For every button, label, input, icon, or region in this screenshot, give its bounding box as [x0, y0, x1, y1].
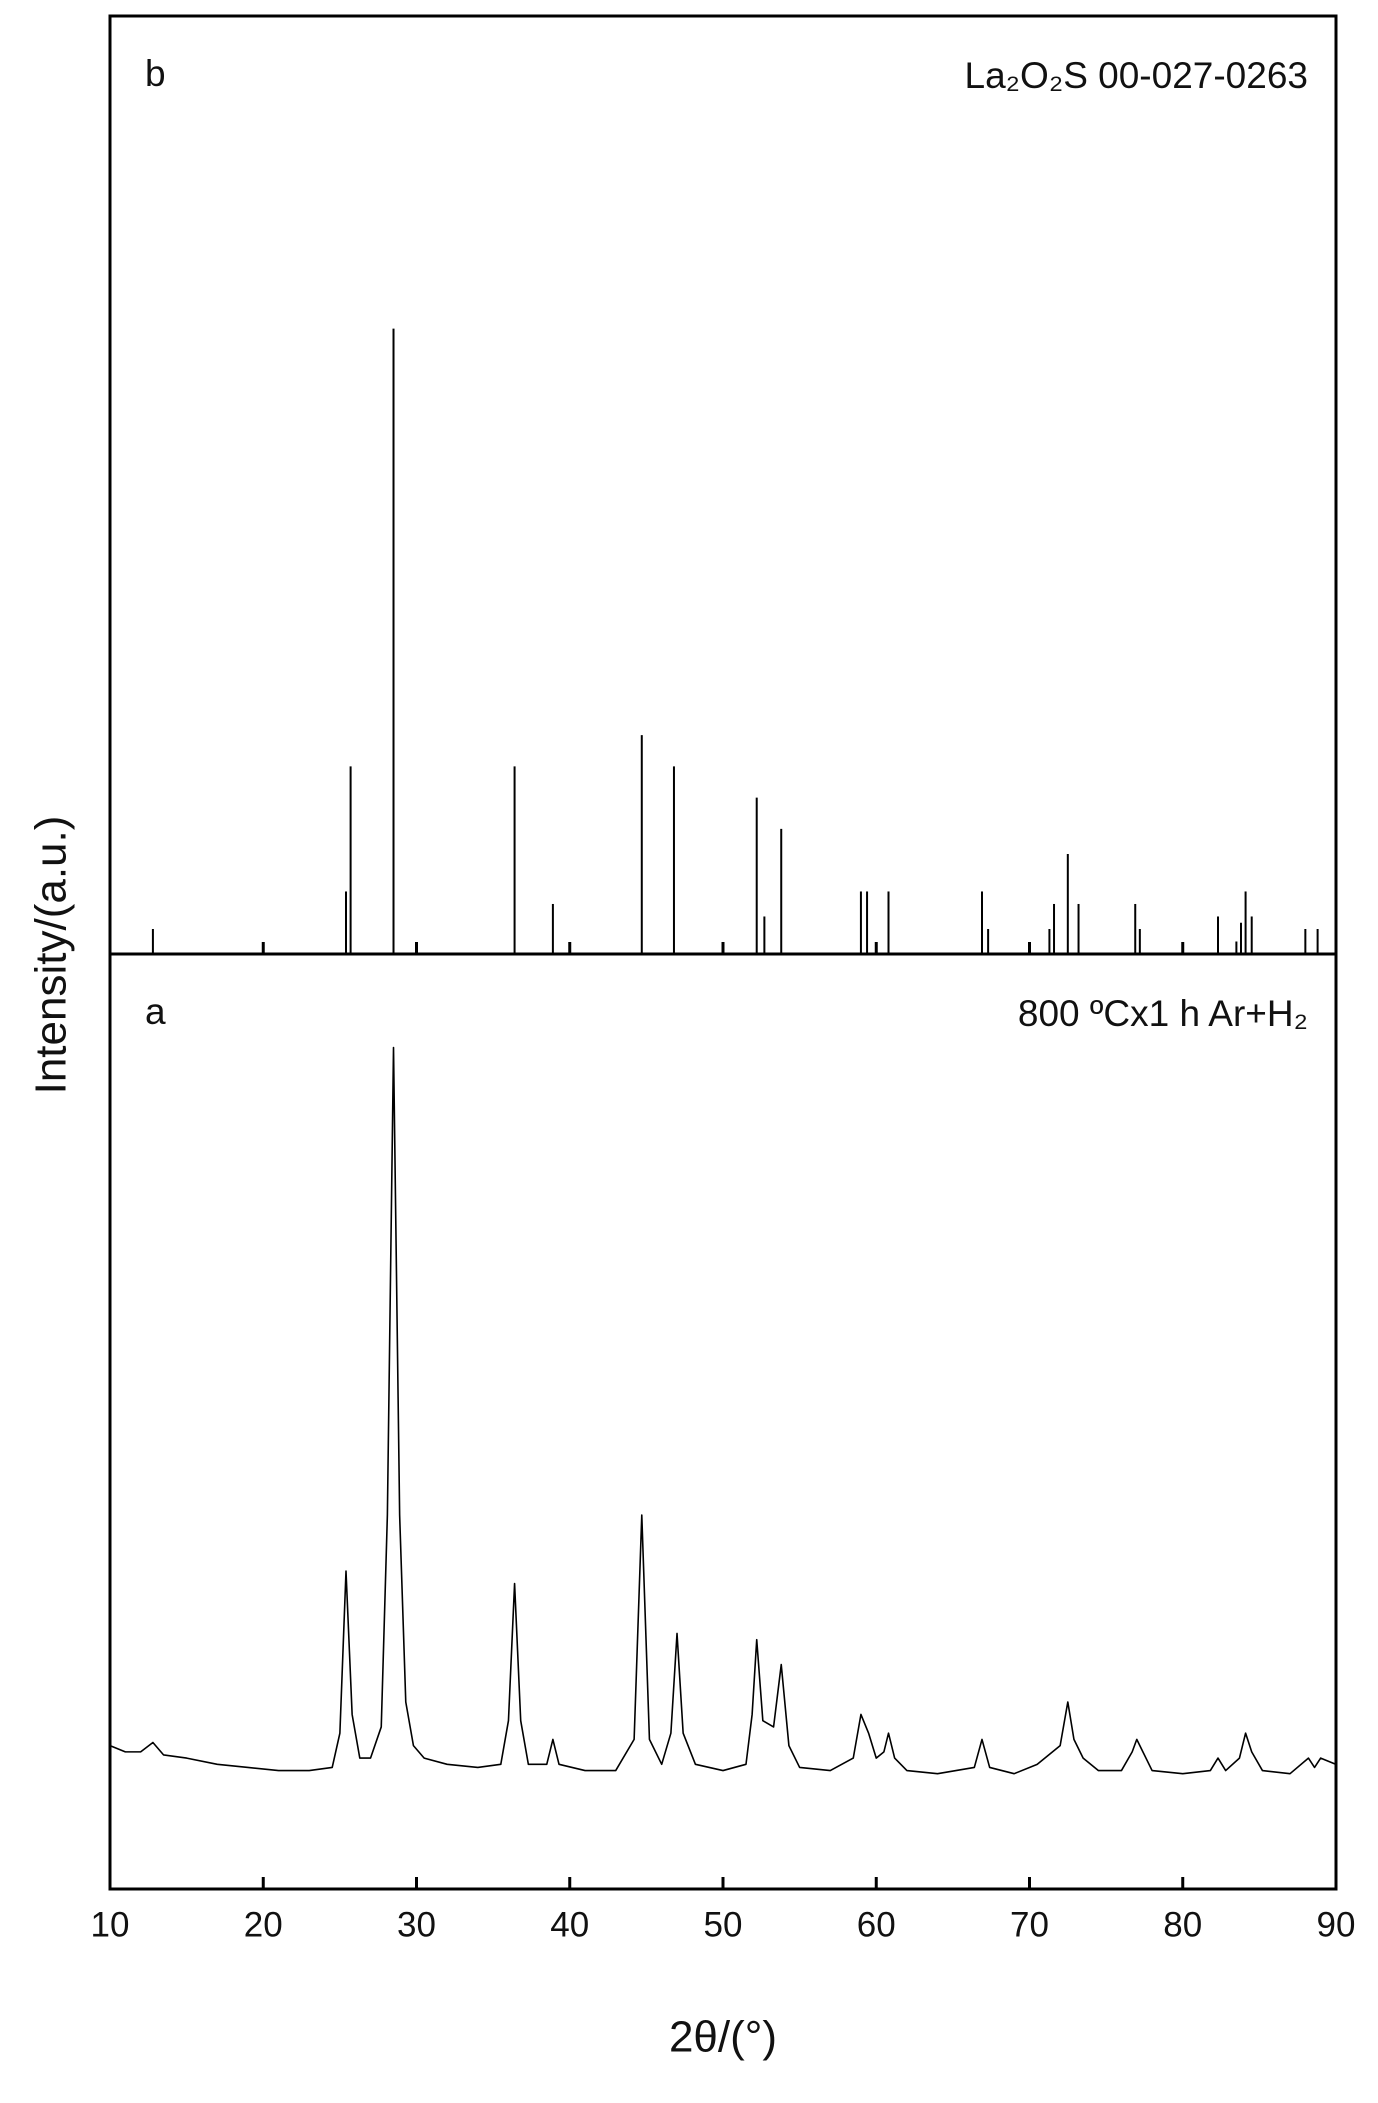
y-axis-label: Intensity/(a.u.)	[27, 816, 76, 1095]
x-tick-label: 10	[91, 1905, 130, 1944]
x-tick-label: 60	[857, 1905, 896, 1944]
x-axis-label: 2θ/(°)	[669, 2013, 777, 2062]
panel-annotation: La₂O₂S 00-027-0263	[965, 55, 1308, 96]
x-tick-label: 20	[244, 1905, 283, 1944]
xrd-pattern	[109, 1046, 1337, 1775]
x-tick-label: 90	[1317, 1905, 1356, 1944]
x-tick-label: 40	[550, 1905, 589, 1944]
panel-label: a	[145, 991, 166, 1032]
x-tick-label: 80	[1163, 1905, 1202, 1944]
x-tick-label: 50	[704, 1905, 743, 1944]
x-tick-label: 70	[1010, 1905, 1049, 1944]
panel-label: b	[145, 53, 166, 94]
panel-annotation: 800 ºCx1 h Ar+H₂	[1018, 993, 1308, 1034]
x-tick-label: 30	[397, 1905, 436, 1944]
